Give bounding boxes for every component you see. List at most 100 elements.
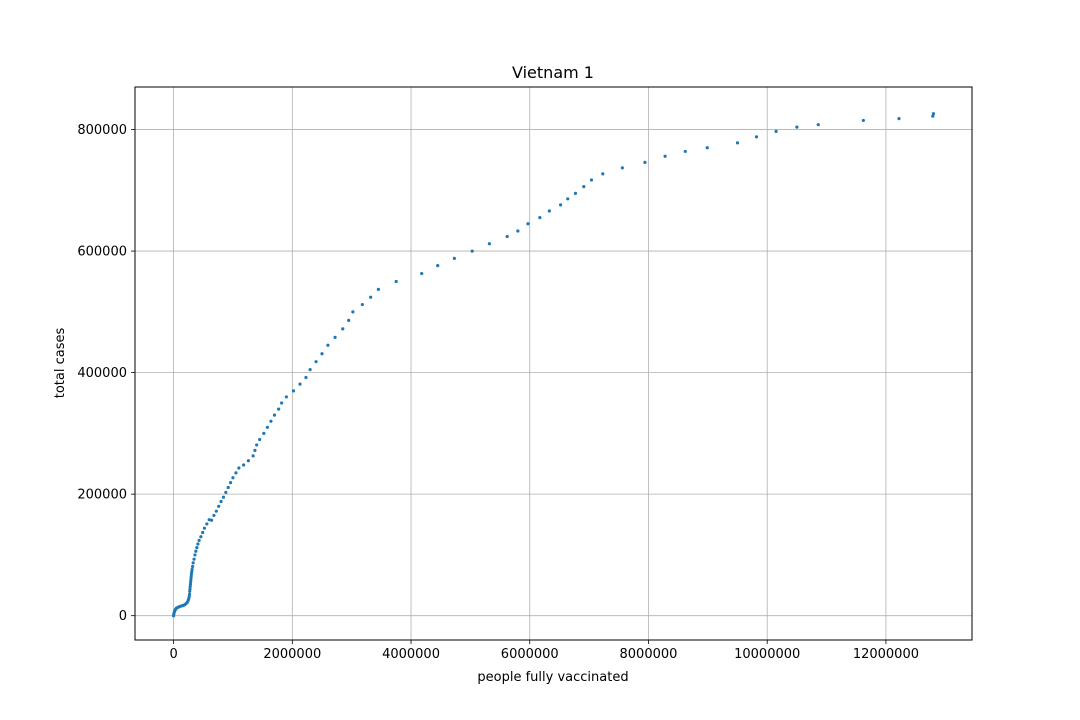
data-point: [298, 382, 302, 386]
data-point: [394, 279, 398, 284]
data-point: [663, 154, 667, 158]
x-axis-label: people fully vaccinated: [477, 670, 628, 685]
data-point: [861, 118, 865, 123]
data-point: [265, 425, 269, 429]
data-point: [214, 509, 218, 513]
data-point: [573, 191, 578, 195]
data-point: [601, 172, 605, 176]
data-point: [192, 557, 196, 561]
data-point: [189, 572, 193, 576]
data-point: [897, 117, 901, 121]
data-point: [188, 589, 192, 593]
data-point: [341, 327, 345, 331]
data-point: [187, 595, 191, 599]
data-point: [304, 375, 308, 380]
data-point: [246, 459, 250, 463]
data-point: [280, 401, 284, 405]
x-tick-label: 12000000: [853, 647, 919, 662]
data-point: [201, 530, 205, 535]
data-point: [566, 197, 570, 201]
data-point: [189, 575, 193, 579]
data-point: [197, 538, 201, 542]
data-point: [190, 567, 194, 572]
data-point: [620, 166, 624, 170]
x-tick-label: 10000000: [734, 647, 800, 662]
data-point: [258, 437, 262, 442]
y-tick-label: 200000: [77, 488, 127, 503]
y-tick-label: 0: [119, 609, 127, 624]
data-point: [217, 504, 221, 508]
data-point: [188, 584, 192, 589]
data-point: [320, 352, 324, 356]
x-axis-ticks: 0 2000000 4000000 6000000 8000000 10000000 120…: [169, 640, 919, 662]
plot-frame: [134, 86, 973, 641]
data-point: [816, 123, 820, 127]
data-point: [326, 343, 330, 347]
x-tick-label: 4000000: [382, 647, 440, 662]
data-point: [735, 141, 740, 145]
data-point: [505, 234, 509, 239]
data-point: [224, 490, 228, 494]
data-point: [589, 178, 594, 182]
data-point: [221, 495, 226, 499]
data-point: [188, 582, 193, 586]
data-point: [369, 295, 373, 299]
data-point: [452, 256, 456, 260]
data-point: [683, 149, 687, 154]
data-point: [234, 471, 238, 475]
chart-title: Vietnam 1: [512, 63, 594, 82]
data-point: [209, 518, 214, 522]
data-point: [559, 203, 563, 207]
y-axis-label: total cases: [53, 328, 68, 399]
data-point: [314, 360, 318, 364]
data-point: [705, 146, 709, 150]
data-point: [351, 310, 355, 314]
data-point: [189, 577, 193, 581]
x-tick-label: 6000000: [501, 647, 559, 662]
data-point: [526, 222, 530, 226]
y-tick-label: 600000: [77, 245, 127, 260]
data-point: [190, 570, 194, 574]
y-tick-label: 400000: [77, 366, 127, 381]
data-point: [547, 209, 551, 213]
data-point: [212, 513, 216, 518]
data-point: [931, 114, 935, 118]
data-point: [376, 287, 380, 291]
x-tick-label: 2000000: [263, 647, 321, 662]
data-point: [194, 549, 198, 553]
data-point: [242, 463, 246, 467]
data-point: [538, 216, 542, 220]
data-point: [205, 522, 209, 526]
x-tick-label: 8000000: [620, 647, 678, 662]
data-point: [231, 476, 235, 480]
data-point: [333, 335, 337, 339]
data-point: [269, 419, 273, 423]
data-point: [226, 485, 230, 490]
data-point: [202, 526, 207, 530]
data-point: [516, 229, 520, 233]
data-point: [291, 389, 296, 393]
data-point: [470, 249, 474, 253]
data-point: [931, 112, 936, 116]
data-point: [643, 160, 647, 164]
data-point: [754, 135, 759, 139]
data-point: [774, 129, 778, 133]
scatter-points: [171, 112, 936, 618]
y-tick-label: 800000: [77, 123, 127, 138]
data-point: [193, 553, 197, 557]
data-point: [187, 592, 192, 597]
data-point: [195, 546, 199, 550]
data-point: [277, 407, 281, 411]
x-tick-label: 0: [169, 647, 177, 662]
data-point: [360, 302, 364, 307]
data-point: [237, 466, 241, 470]
grid-lines: [135, 87, 972, 640]
data-point: [487, 242, 491, 246]
data-point: [308, 367, 312, 372]
data-point: [253, 448, 257, 452]
data-point: [272, 413, 277, 417]
data-point: [582, 185, 586, 189]
data-point: [420, 271, 424, 276]
data-point: [196, 542, 200, 546]
